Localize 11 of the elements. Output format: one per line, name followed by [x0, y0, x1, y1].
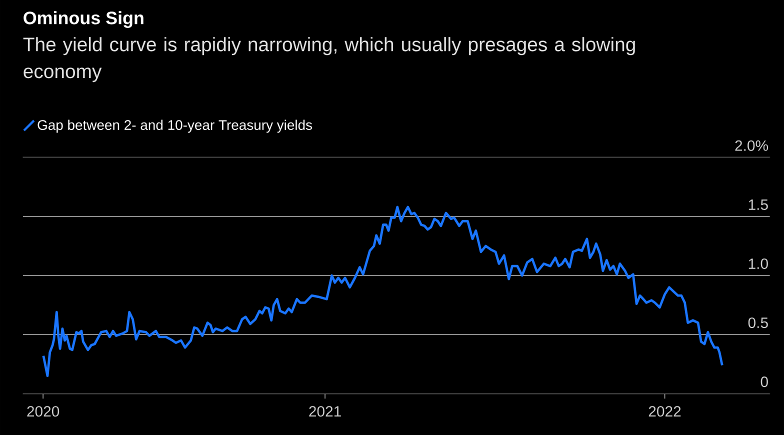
chart-subtitle: The yield curve is rapidiy narrowing, which usually presages a slowing economy	[23, 36, 635, 82]
y-tick-label: 0	[760, 376, 768, 387]
y-tick-label: 0.5	[748, 317, 768, 328]
chart-title: Ominous Sign	[24, 10, 144, 28]
legend-label: Gap between 2- and 10-year Treasury yields	[38, 120, 312, 133]
y-tick-label: 2.0%	[735, 140, 768, 151]
x-tick-label: 2020	[27, 406, 60, 416]
x-tick-label: 2021	[309, 406, 341, 416]
y-tick-label: 1.0	[748, 258, 768, 269]
x-tick-label: 2022	[648, 406, 681, 416]
y-tick-label: 1.5	[748, 199, 768, 210]
